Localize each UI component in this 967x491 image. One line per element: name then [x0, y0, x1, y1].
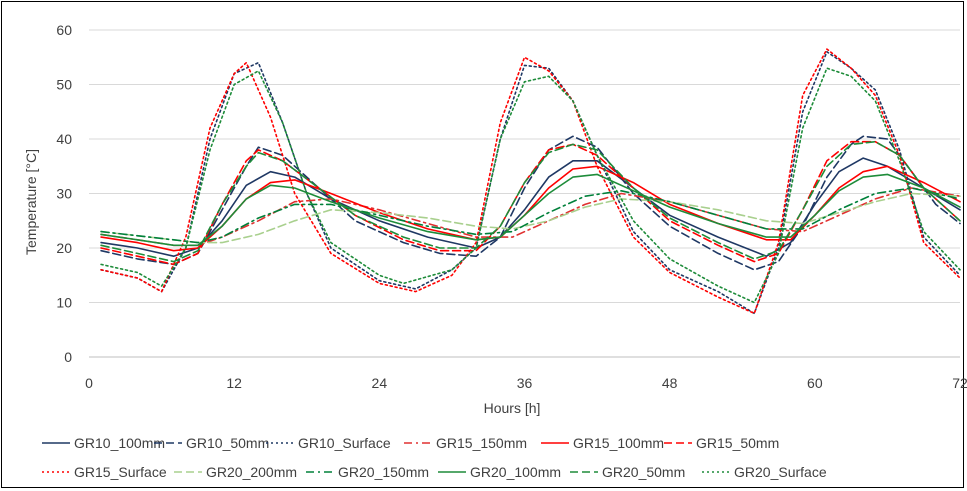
- series-line-gr15-surface: [100, 48, 961, 315]
- y-tick-label: 60: [56, 22, 72, 38]
- x-tick-label: 36: [517, 375, 533, 391]
- legend-label: GR20_50mm: [602, 464, 685, 480]
- legend-label: GR15_100mm: [573, 435, 664, 451]
- legend-label: GR20_100mm: [470, 464, 561, 480]
- legend-label: GR15_150mm: [436, 435, 527, 451]
- y-tick-label: 50: [56, 77, 72, 93]
- x-tick-label: 24: [372, 375, 388, 391]
- legend: GR10_100mm GR10_50mm GR10_Surface GR15_150m…: [42, 435, 827, 480]
- legend-label: GR15_50mm: [696, 435, 779, 451]
- x-axis-label: Hours [h]: [484, 400, 541, 416]
- legend-label: GR20_200mm: [206, 464, 297, 480]
- x-tick-label: 72: [952, 375, 967, 391]
- x-tick-labels: 0 12 24 36 48 60 72: [85, 375, 967, 391]
- x-tick-label: 48: [662, 375, 678, 391]
- series-lines: [100, 48, 961, 315]
- y-tick-labels: 0 10 20 30 40 50 60: [56, 22, 72, 365]
- x-tick-label: 0: [85, 375, 93, 391]
- series-line-gr10-50mm: [100, 135, 961, 271]
- series-line-gr10-100mm: [100, 157, 961, 257]
- x-tick-label: 60: [807, 375, 823, 391]
- y-tick-label: 40: [56, 131, 72, 147]
- y-tick-label: 30: [56, 186, 72, 202]
- y-axis-label: Temperature [°C]: [23, 149, 39, 255]
- series-line-gr20-200mm: [100, 192, 961, 244]
- gridlines: [89, 29, 960, 303]
- y-tick-label: 10: [56, 295, 72, 311]
- y-tick-label: 0: [64, 349, 72, 365]
- legend-label: GR20_Surface: [734, 464, 827, 480]
- series-line-gr15-150mm: [100, 187, 961, 247]
- legend-label: GR10_50mm: [186, 435, 269, 451]
- series-line-gr20-50mm: [100, 140, 961, 263]
- legend-label: GR10_Surface: [298, 435, 391, 451]
- series-line-gr15-50mm: [100, 140, 961, 266]
- series-line-gr20-100mm: [100, 173, 961, 247]
- legend-label: GR15_Surface: [74, 464, 167, 480]
- legend-label: GR20_150mm: [338, 464, 429, 480]
- legend-label: GR10_100mm: [74, 435, 165, 451]
- series-line-gr20-surface: [100, 67, 961, 304]
- x-tick-label: 12: [226, 375, 242, 391]
- y-tick-label: 20: [56, 240, 72, 256]
- series-line-gr20-150mm: [100, 187, 961, 244]
